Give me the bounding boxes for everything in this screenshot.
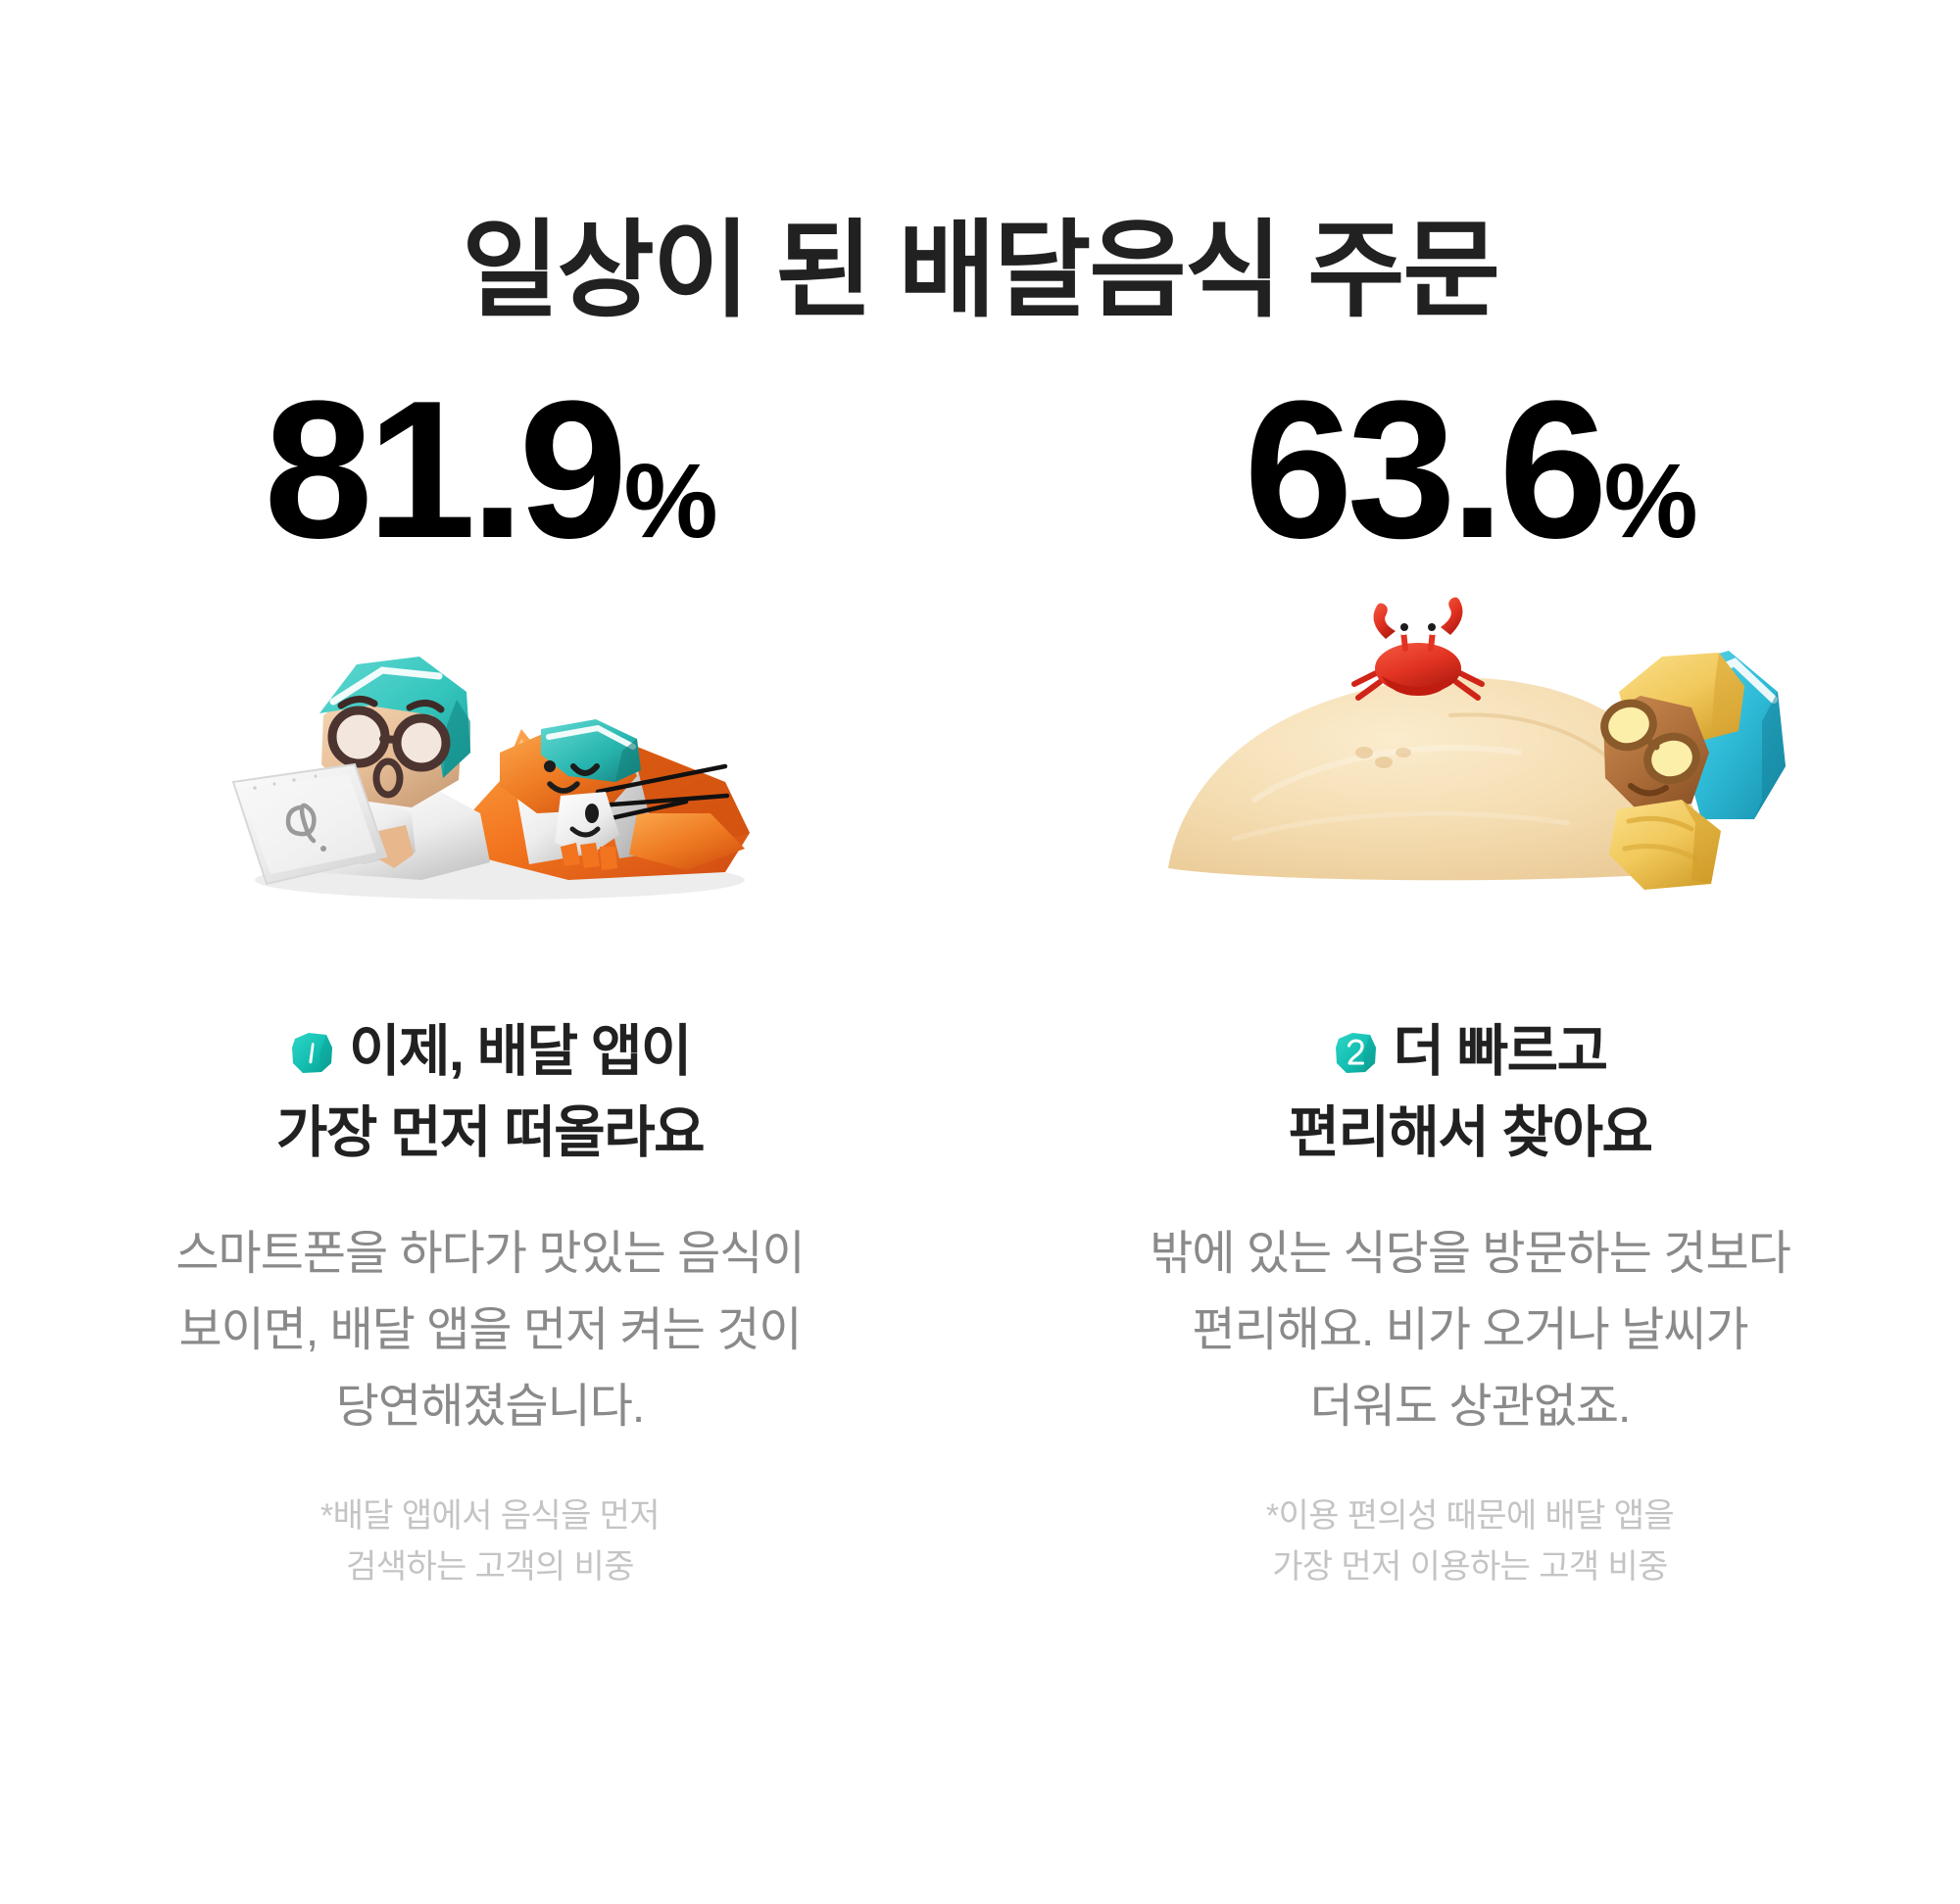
body-text-1: 스마트폰을 하다가 맛있는 음식이 보이면, 배달 앱을 먼저 켜는 것이 당연… <box>0 1216 980 1444</box>
footnote-line-1a: *배달 앱에서 음식을 먼저 <box>320 1496 661 1535</box>
stat-number-1: 81.9 <box>264 361 627 579</box>
stat-column-2: 63.6% <box>980 372 1960 1593</box>
badge-number-icon-2 <box>1333 1030 1379 1076</box>
stat-unit-1: % <box>623 441 718 560</box>
body-line-2a: 밖에 있는 식당을 방문하는 것보다 <box>1150 1228 1791 1281</box>
headline-line-2a: 더 빠르고 <box>980 1011 1960 1093</box>
footnote-1: *배달 앱에서 음식을 먼저 검색하는 고객의 비중 <box>0 1490 980 1593</box>
footnote-line-1b: 검색하는 고객의 비중 <box>346 1548 634 1587</box>
stat-number-2: 63.6 <box>1244 361 1607 579</box>
headline-line-1a: 이제, 배달 앱이 <box>0 1011 980 1093</box>
stat-column-1: 81.9% <box>0 372 980 1593</box>
headline-text-1a: 이제, 배달 앱이 <box>349 1020 692 1083</box>
person-with-tablet-and-cat-illustration <box>0 519 980 980</box>
body-line-1b: 보이면, 배달 앱을 먼저 켜는 것이 <box>178 1304 802 1357</box>
headline-1: 이제, 배달 앱이 가장 먼저 떠올라요 <box>0 1011 980 1173</box>
body-line-2c: 더워도 상관없죠. <box>1309 1380 1632 1433</box>
page-title: 일상이 된 배달음식 주문 <box>462 211 1500 330</box>
stat-illustration-block-2: 63.6% <box>980 372 1960 1000</box>
body-line-1a: 스마트폰을 하다가 맛있는 음식이 <box>175 1228 805 1281</box>
headline-2: 더 빠르고 편리해서 찾아요 <box>980 1011 1960 1173</box>
stat-unit-2: % <box>1603 441 1698 560</box>
footnote-line-2a: *이용 편의성 때문에 배달 앱을 <box>1265 1496 1675 1535</box>
headline-line-2b: 편리해서 찾아요 <box>1288 1100 1653 1164</box>
body-line-1c: 당연해졌습니다. <box>335 1380 645 1433</box>
sand-mound-with-crab-and-buried-person-illustration <box>980 519 1960 980</box>
footnote-2: *이용 편의성 때문에 배달 앱을 가장 먼저 이용하는 고객 비중 <box>980 1490 1960 1593</box>
headline-text-2a: 더 빠르고 <box>1393 1020 1608 1083</box>
body-text-2: 밖에 있는 식당을 방문하는 것보다 편리해요. 비가 오거나 날씨가 더워도 … <box>980 1216 1960 1444</box>
stat-value-1: 81.9% <box>0 372 980 568</box>
body-line-2b: 편리해요. 비가 오거나 날씨가 <box>1192 1304 1748 1357</box>
badge-number-icon-1 <box>289 1030 335 1076</box>
stat-columns: 81.9% <box>0 372 1960 1593</box>
footnote-line-2b: 가장 먼저 이용하는 고객 비중 <box>1272 1548 1668 1587</box>
stat-illustration-block-1: 81.9% <box>0 372 980 1000</box>
headline-line-1b: 가장 먼저 떠올라요 <box>275 1100 706 1164</box>
stat-value-2: 63.6% <box>980 372 1960 568</box>
